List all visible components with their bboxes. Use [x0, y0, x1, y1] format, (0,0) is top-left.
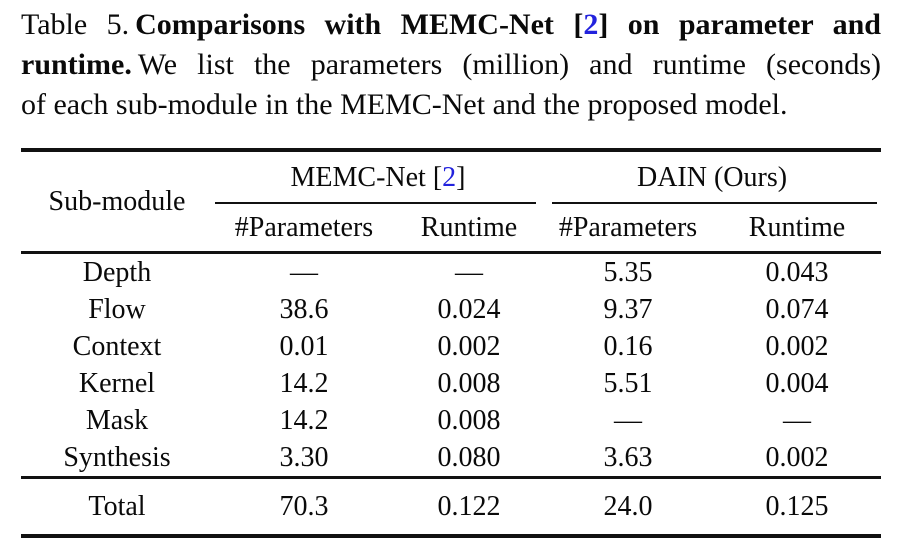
- table-cell: 14.2: [279, 404, 329, 436]
- row-label: Mask: [85, 404, 149, 436]
- caption-title-end: runtime.: [21, 48, 132, 81]
- table-row-total: Total 70.3 0.122 24.0 0.125: [21, 476, 882, 536]
- table-row-depth: Depth — — 5.35 0.043: [21, 253, 881, 292]
- table-cell: 0.01: [279, 330, 329, 362]
- table-cell: 0.008: [437, 367, 501, 399]
- table-cell: 0.002: [437, 330, 501, 362]
- group-header-dain: DAIN (Ours): [543, 150, 881, 204]
- memcnet-label-post: ]: [456, 162, 466, 193]
- table-cell: 0.004: [765, 367, 829, 399]
- paper-page: Table 5. Comparisons with MEMC-Net [2] on…: [21, 0, 882, 538]
- memcnet-label-pre: MEMC-Net [: [290, 162, 443, 193]
- row-label: Kernel: [78, 367, 156, 399]
- row-label: Context: [72, 330, 162, 362]
- column-header-memc-parameters: #Parameters: [213, 204, 395, 254]
- table-cell: 0.043: [765, 256, 829, 288]
- table-cell: 38.6: [279, 293, 329, 325]
- column-header-dain-runtime: Runtime: [713, 204, 882, 254]
- table-cell: 0.002: [765, 441, 829, 473]
- table-row-synthesis: Synthesis 3.30 0.080 3.63 0.002: [21, 439, 881, 478]
- caption-title-post-ref: ] on parameter and: [598, 8, 881, 41]
- table-cell: 0.024: [437, 293, 501, 325]
- sub-header-row: #Parameters Runtime #Parameters Runtime: [21, 204, 882, 254]
- table-cell: 0.008: [437, 404, 501, 436]
- table-cell: 0.080: [437, 441, 501, 473]
- caption-line-1: Table 5. Comparisons with MEMC-Net [2] on…: [21, 5, 881, 45]
- table-caption: Table 5. Comparisons with MEMC-Net [2] on…: [21, 5, 881, 125]
- caption-title-pre-ref: Comparisons with MEMC-Net [: [135, 8, 584, 41]
- table-cell: 0.16: [603, 330, 653, 362]
- table-cell: —: [290, 256, 318, 288]
- table-cell: 0.002: [765, 330, 829, 362]
- row-label: Depth: [82, 256, 152, 288]
- table-cell: —: [614, 404, 643, 436]
- table-cell: 14.2: [279, 367, 329, 399]
- table-cell: —: [455, 256, 483, 288]
- cmidrule-dain: [552, 202, 878, 204]
- caption-body-start: We list the parameters (million) and run…: [137, 48, 881, 81]
- table-cell: 70.3: [213, 476, 395, 536]
- table-cell: 0.122: [395, 476, 544, 536]
- table-cell: 3.63: [603, 441, 653, 473]
- caption-body-end: of each sub-module in the MEMC-Net and t…: [21, 88, 788, 121]
- table-cell: 0.074: [765, 293, 829, 325]
- row-label-total: Total: [21, 476, 213, 536]
- citation-ref-link[interactable]: 2: [583, 8, 599, 41]
- row-label: Flow: [88, 293, 146, 325]
- table-row-flow: Flow 38.6 0.024 9.37 0.074: [21, 291, 881, 328]
- comparison-table: Sub-module MEMC-Net [2] DAIN (Ours) #Par…: [21, 148, 882, 538]
- group-label-memcnet: MEMC-Net [2]: [291, 162, 466, 193]
- table-cell: —: [783, 404, 812, 436]
- table-cell: 3.30: [279, 441, 329, 473]
- cmidrule-memcnet: [215, 202, 537, 204]
- column-header-dain-parameters: #Parameters: [543, 204, 714, 254]
- table-row-mask: Mask 14.2 0.008 — —: [21, 402, 881, 439]
- caption-line-2: runtime. We list the parameters (million)…: [21, 45, 881, 85]
- table-cell: 0.125: [713, 476, 882, 536]
- table-cell: 5.35: [603, 256, 653, 288]
- group-header-memcnet: MEMC-Net [2]: [213, 150, 543, 204]
- table-cell: 9.37: [603, 293, 653, 325]
- table-cell: 5.51: [603, 367, 653, 399]
- column-header-memc-runtime: Runtime: [395, 204, 544, 254]
- group-header-row: Sub-module MEMC-Net [2] DAIN (Ours): [21, 150, 881, 254]
- table-row-kernel: Kernel 14.2 0.008 5.51 0.004: [21, 365, 881, 402]
- row-label: Synthesis: [63, 441, 171, 473]
- table-cell: 24.0: [543, 476, 714, 536]
- column-header-submodule: Sub-module: [21, 150, 213, 254]
- caption-line-3: of each sub-module in the MEMC-Net and t…: [21, 85, 881, 125]
- caption-label: Table 5.: [21, 8, 130, 41]
- citation-ref-link-table[interactable]: 2: [442, 162, 457, 193]
- group-label-dain: DAIN (Ours): [636, 162, 788, 193]
- table-row-context: Context 0.01 0.002 0.16 0.002: [21, 328, 881, 365]
